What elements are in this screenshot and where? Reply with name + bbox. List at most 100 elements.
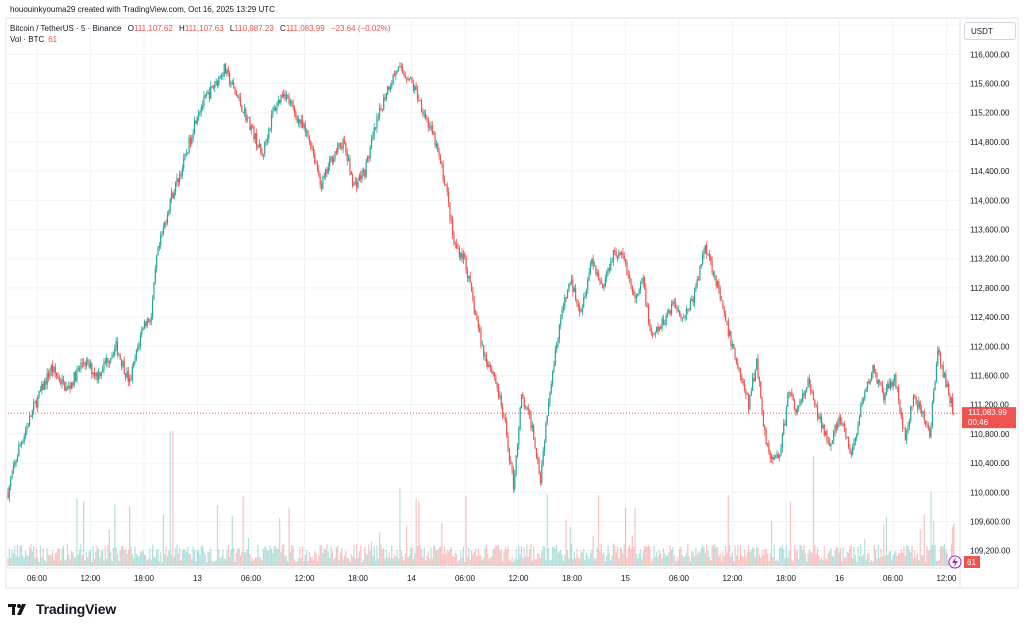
volume-bar xyxy=(503,551,505,566)
tradingview-logo[interactable]: TradingView xyxy=(8,601,116,617)
candle-body xyxy=(920,409,923,413)
volume-value: 61 xyxy=(48,35,58,44)
volume-bar xyxy=(853,547,855,566)
candle-body xyxy=(558,324,560,340)
volume-bar xyxy=(741,555,743,566)
candle-body xyxy=(211,85,213,87)
candle-body xyxy=(179,174,181,183)
volume-bar xyxy=(422,556,424,566)
volume-bar xyxy=(549,560,551,566)
volume-bar xyxy=(238,548,240,566)
candle-body xyxy=(210,85,212,99)
volume-bar xyxy=(342,559,344,566)
candle-body xyxy=(807,378,809,388)
candle-body xyxy=(400,66,402,68)
candle-body xyxy=(493,372,496,377)
volume-bar xyxy=(368,544,370,566)
candle-body xyxy=(81,363,83,364)
volume-bar xyxy=(830,548,832,566)
price-axis[interactable]: 109,200.00 109,600.00 110,000.00 110,400.00… xyxy=(970,21,1011,556)
volume-bar xyxy=(603,552,605,566)
volume-bar xyxy=(885,516,888,566)
candle-body xyxy=(592,258,594,267)
candle-body xyxy=(243,108,246,114)
volume-bar xyxy=(483,557,485,566)
candle-body xyxy=(795,409,797,413)
volume-bar xyxy=(42,548,44,566)
volume-bar xyxy=(869,561,871,566)
volume-bar xyxy=(907,546,909,566)
volume-bar xyxy=(675,561,677,566)
candle-body xyxy=(99,372,101,376)
volume-bar xyxy=(781,544,783,566)
candle-body xyxy=(134,358,136,362)
candle-body xyxy=(89,363,92,368)
volume-bar xyxy=(434,546,436,566)
volume-bar xyxy=(74,557,77,566)
volume-bar xyxy=(156,549,158,566)
candle-body xyxy=(727,321,729,337)
volume-bar xyxy=(758,554,760,566)
candle-body xyxy=(523,398,525,407)
volume-bar xyxy=(773,544,775,566)
time-tick-label: 15 xyxy=(621,574,630,583)
volume-bar xyxy=(437,549,439,566)
volume-bar xyxy=(903,546,905,566)
volume-bar xyxy=(30,544,32,566)
volume-bar xyxy=(174,548,177,566)
candle-body xyxy=(161,233,163,236)
volume-bar xyxy=(504,547,506,566)
price-tick-label: 109,600.00 xyxy=(970,517,1011,526)
volume-bar xyxy=(672,546,674,566)
candle-body xyxy=(549,392,551,403)
candle-body xyxy=(658,326,660,331)
volume-bar xyxy=(80,544,82,566)
volume-bar xyxy=(54,553,56,566)
volume-bar xyxy=(647,544,650,566)
candle-body xyxy=(704,245,706,253)
volume-bar xyxy=(739,544,742,566)
symbol-name[interactable]: Bitcoin / TetherUS · 5 · Binance xyxy=(10,24,122,33)
volume-bar xyxy=(200,546,202,566)
candle-body xyxy=(304,124,306,133)
candle-body xyxy=(850,452,852,456)
candle-body xyxy=(483,344,485,357)
candle-body xyxy=(614,250,616,252)
candle-body xyxy=(726,321,728,322)
volume-bar xyxy=(637,558,639,566)
candle-body xyxy=(839,416,842,422)
candle-body xyxy=(610,262,612,271)
candle-body xyxy=(119,354,121,359)
candle-body xyxy=(184,154,186,159)
currency-button[interactable]: USDT xyxy=(964,22,1016,40)
volume-bar xyxy=(270,548,273,566)
price-tick-label: 110,400.00 xyxy=(970,459,1010,468)
volume-bar xyxy=(827,553,829,566)
candle-body xyxy=(193,120,196,134)
volume-bar xyxy=(533,546,535,566)
candle-body xyxy=(356,181,358,188)
volume-bar xyxy=(46,548,48,566)
volume-label[interactable]: Vol · BTC xyxy=(10,35,45,44)
candle-body xyxy=(645,288,647,306)
volume-bar xyxy=(481,560,483,566)
candle-body xyxy=(875,372,877,374)
candle-body xyxy=(383,97,385,111)
volume-bar xyxy=(591,549,593,566)
volume-bar xyxy=(619,547,621,566)
volume-bar xyxy=(331,551,333,566)
candle-body xyxy=(677,310,679,312)
candle-body xyxy=(626,262,628,275)
candle-body xyxy=(720,299,723,301)
volume-bar xyxy=(77,554,79,566)
time-axis[interactable]: 06:00 12:00 18:00 13 06:00 12:00 18:00 14 06:00 1… xyxy=(27,574,957,583)
volume-bar xyxy=(242,496,244,566)
candle-body xyxy=(392,74,394,84)
volume-bar xyxy=(350,554,352,566)
price-tag-countdown: 00:46 xyxy=(968,418,989,427)
candle-body xyxy=(64,381,66,391)
candle-body xyxy=(403,72,405,76)
volume-bar xyxy=(191,559,193,566)
candle-body xyxy=(199,112,201,114)
